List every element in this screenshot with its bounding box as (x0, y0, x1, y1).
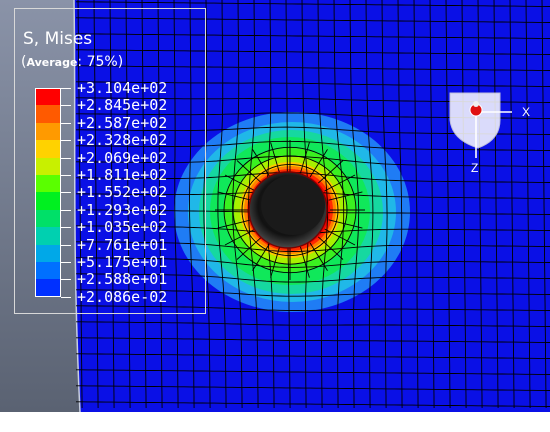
mesh-line (525, 0, 531, 409)
mesh-line (445, 0, 451, 409)
mesh-line (349, 0, 360, 409)
mesh-line (461, 0, 467, 409)
mesh-line (77, 0, 83, 409)
legend-title: S, Mises (23, 29, 93, 49)
legend-color-frame (35, 88, 61, 297)
mesh-ring (241, 163, 339, 257)
legend-tick (61, 296, 71, 298)
legend-color-band (35, 262, 61, 280)
stress-legend: S, Mises (Average: 75%) +3.104e+02 +2.845… (14, 8, 206, 314)
legend-color-band (35, 175, 61, 193)
triad-shield-icon (449, 92, 501, 149)
legend-value: +5.175e+01 (77, 253, 168, 271)
mesh-line (76, 33, 550, 39)
mesh-line (76, 305, 550, 311)
mesh-line (541, 0, 547, 409)
mesh-line (509, 0, 515, 409)
mesh-line (76, 321, 550, 327)
legend-tick (61, 227, 71, 229)
legend-color-band (35, 122, 61, 141)
legend-value: +1.552e+02 (77, 183, 168, 202)
legend-tick (61, 140, 71, 142)
mesh-line (381, 0, 388, 409)
mesh-ring (232, 155, 348, 265)
mesh-line (76, 155, 550, 167)
legend-color-band (35, 140, 61, 158)
legend-averaging: (Average: 75%) (21, 54, 124, 70)
mesh-line (109, 0, 115, 409)
legend-tick (61, 262, 71, 263)
mesh-ring (223, 146, 357, 274)
mesh-line (203, 0, 211, 409)
legend-color-band (35, 157, 61, 175)
mesh-line (76, 401, 550, 407)
legend-tick (61, 157, 71, 159)
mesh-line (76, 385, 550, 391)
legend-value: +1.293e+02 (77, 200, 168, 219)
legend-color-band (35, 244, 61, 262)
mesh-line (125, 0, 131, 409)
mesh-line (76, 172, 550, 183)
legend-tick (61, 192, 71, 194)
mesh-line (76, 289, 550, 297)
mesh-line (76, 273, 550, 283)
mesh-line (76, 353, 550, 359)
legend-value: +2.845e+02 (77, 96, 168, 115)
plate (0, 0, 550, 412)
mesh-line (141, 0, 147, 409)
triad-origin-cap-icon (473, 101, 479, 107)
legend-value: +2.588e+01 (77, 270, 168, 289)
mesh-line (76, 81, 550, 87)
mesh-line (76, 225, 550, 235)
legend-tick (61, 209, 71, 211)
legend-color-band (35, 88, 61, 106)
legend-tick (61, 88, 71, 89)
mesh-line (76, 1, 550, 7)
mesh-line (189, 0, 195, 409)
hole (248, 171, 328, 249)
mesh-line (429, 0, 435, 409)
legend-value: +2.587e+02 (77, 113, 168, 132)
legend-color-band (35, 227, 61, 245)
mesh-line (397, 0, 403, 409)
mesh-line (76, 369, 550, 375)
mesh-line (76, 17, 550, 23)
legend-color-band (35, 192, 61, 210)
legend-value: +2.086e-02 (77, 287, 168, 306)
legend-tick (61, 244, 71, 246)
legend-color-band (35, 209, 61, 228)
mesh-line (76, 241, 550, 252)
mesh-line (157, 0, 163, 409)
legend-average-label: Average (26, 56, 78, 69)
legend-tick (61, 279, 71, 281)
bottom-margin (0, 412, 550, 432)
legend-tick (61, 175, 71, 176)
legend-color-band (35, 105, 61, 123)
legend-tick (61, 122, 71, 124)
view-triad[interactable]: X Z (449, 92, 530, 175)
legend-value: +1.035e+02 (77, 218, 168, 237)
mesh-line (217, 0, 227, 409)
legend-value: +1.811e+02 (77, 166, 168, 184)
triad-x-label: X (522, 105, 530, 119)
mesh-line (76, 65, 550, 71)
mesh-line (232, 0, 243, 409)
mesh-line (76, 49, 550, 55)
mesh-line (493, 0, 499, 409)
mesh-line (76, 337, 550, 343)
legend-value: +7.761e+01 (77, 235, 168, 254)
mesh-line (365, 0, 374, 409)
mesh-line (93, 0, 99, 409)
mesh-line (477, 0, 483, 409)
legend-value: +3.104e+02 (77, 79, 168, 97)
legend-color-band (35, 279, 61, 297)
mesh-line (173, 0, 179, 409)
mesh-line (413, 0, 419, 409)
triad-z-label: Z (471, 161, 478, 175)
legend-value: +2.328e+02 (77, 131, 168, 150)
legend-value: +2.069e+02 (77, 148, 168, 167)
legend-tick (61, 105, 71, 107)
